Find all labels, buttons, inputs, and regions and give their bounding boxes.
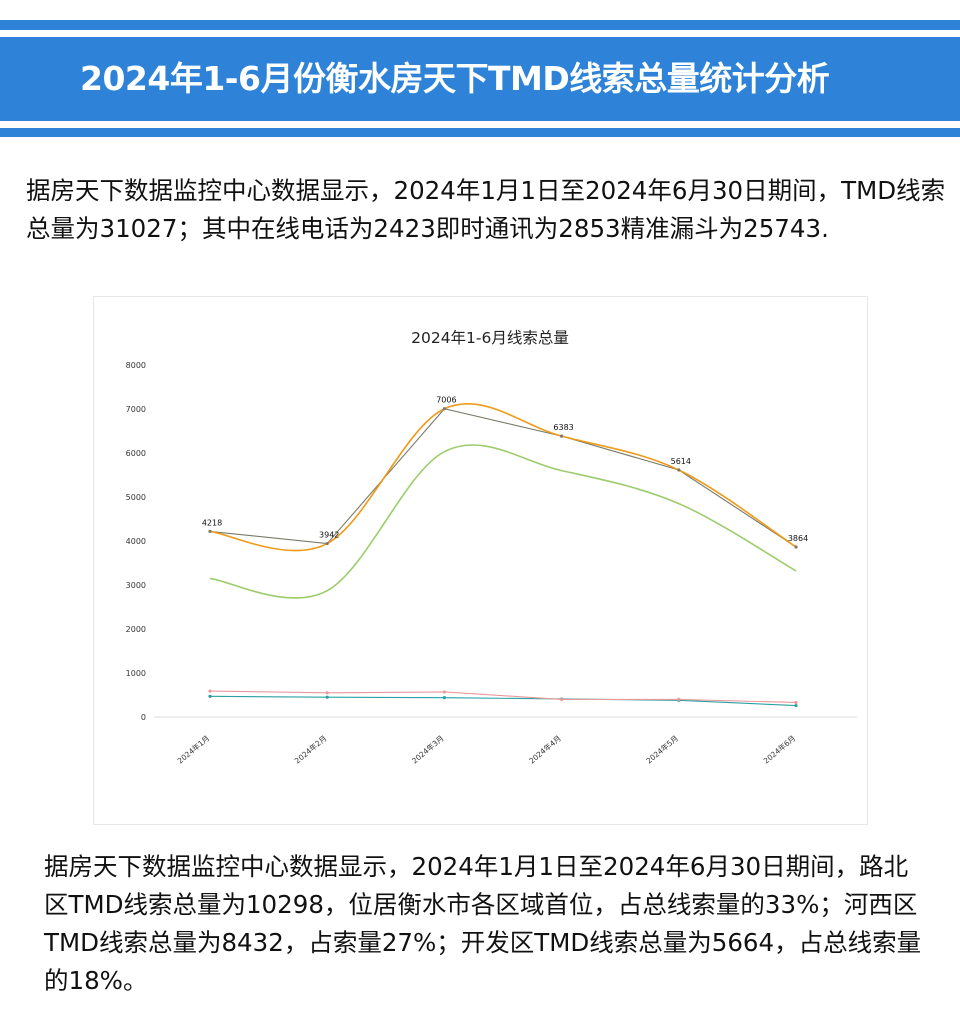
data-point xyxy=(208,694,212,698)
data-point xyxy=(677,697,681,701)
x-axis: 2024年1月 2024年2月 2024年3月 2024年4月 2024年5月 2024年… xyxy=(175,733,797,766)
intro-paragraph: 据房天下数据监控中心数据显示，2024年1月1日至2024年6月30日期间，TM… xyxy=(26,176,946,243)
y-tick-label: 1000 xyxy=(126,669,146,678)
y-tick-label: 0 xyxy=(141,713,146,722)
summary-paragraph: 据房天下数据监控中心数据显示，2024年1月1日至2024年6月30日期间，路北… xyxy=(44,852,922,995)
chart-canvas: 2024年1-6月线索总量 0 1000 2000 3000 4000 5000 6000 7… xyxy=(126,329,857,766)
series-line-1 xyxy=(209,408,797,548)
top-stripe-thin xyxy=(0,20,960,30)
page-title-banner: 2024年1-6月份衡水房天下TMD线索总量统计分析 xyxy=(0,37,960,121)
series-line-0 xyxy=(209,403,797,552)
data-label: 7006 xyxy=(436,396,456,405)
data-labels: 4218 3942 7006 6383 5614 3864 xyxy=(202,396,808,543)
data-point xyxy=(560,434,564,438)
x-tick-label: 2024年4月 xyxy=(527,733,563,766)
x-tick-label: 2024年3月 xyxy=(409,733,445,766)
data-label: 4218 xyxy=(202,518,222,527)
chart-title: 2024年1-6月线索总量 xyxy=(411,329,569,347)
x-tick-label: 2024年1月 xyxy=(175,733,211,766)
series-layer xyxy=(209,403,797,707)
data-point xyxy=(325,541,329,546)
data-point xyxy=(794,703,798,708)
line-chart: 2024年1-6月线索总量 0 1000 2000 3000 4000 5000 6000 7… xyxy=(93,296,868,825)
series-line-3 xyxy=(209,690,797,704)
series-line-4 xyxy=(209,695,797,707)
y-tick-label: 2000 xyxy=(126,625,146,634)
y-axis: 0 1000 2000 3000 4000 5000 6000 7000 8000 xyxy=(126,361,146,722)
data-label: 3864 xyxy=(788,534,808,543)
y-tick-label: 6000 xyxy=(126,449,146,458)
page-title: 2024年1-6月份衡水房天下TMD线索总量统计分析 xyxy=(80,59,830,98)
data-label: 3942 xyxy=(319,531,339,540)
y-tick-label: 7000 xyxy=(126,405,146,414)
points-layer xyxy=(208,407,798,708)
x-tick-label: 2024年5月 xyxy=(644,733,680,766)
data-point xyxy=(442,407,446,411)
data-point xyxy=(208,689,212,693)
x-tick-label: 2024年2月 xyxy=(292,733,328,766)
data-point xyxy=(442,690,446,694)
data-point xyxy=(677,468,681,472)
data-point xyxy=(325,691,329,695)
data-point xyxy=(794,545,798,549)
data-label: 6383 xyxy=(553,423,573,432)
y-tick-label: 4000 xyxy=(126,537,146,546)
data-point xyxy=(325,695,329,699)
data-point xyxy=(208,529,212,534)
bottom-stripe-thin xyxy=(0,128,960,137)
x-tick-label: 2024年6月 xyxy=(761,733,797,766)
data-point xyxy=(560,697,564,701)
data-label: 5614 xyxy=(671,457,691,466)
data-point xyxy=(442,696,446,700)
y-tick-label: 3000 xyxy=(126,581,146,590)
data-point xyxy=(794,700,798,705)
y-tick-label: 8000 xyxy=(126,361,146,370)
series-line-2 xyxy=(209,444,797,599)
y-tick-label: 5000 xyxy=(126,493,146,502)
